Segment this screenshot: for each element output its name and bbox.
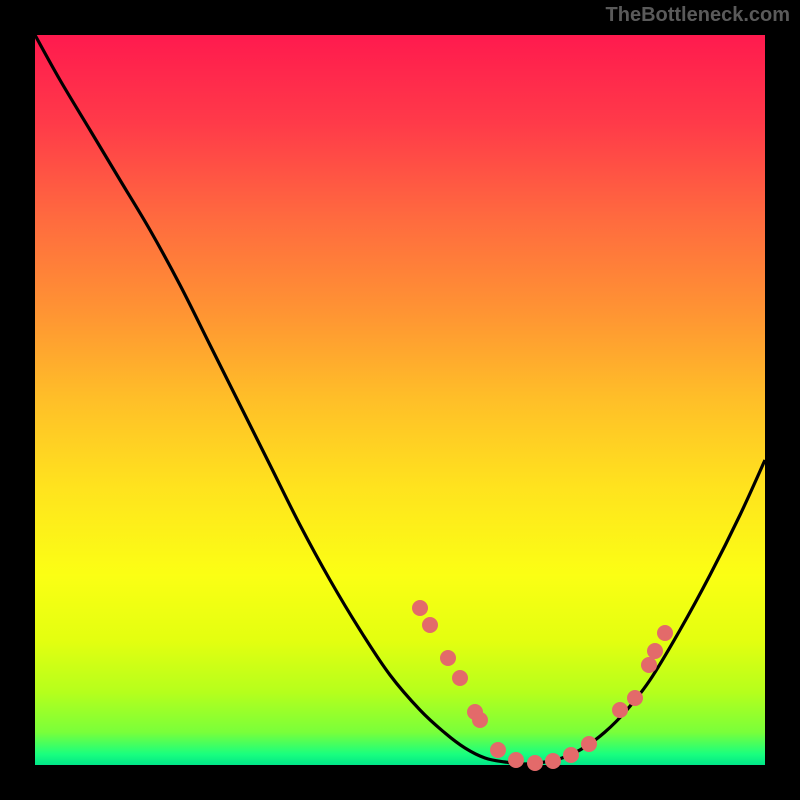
data-marker xyxy=(657,625,673,641)
chart-svg xyxy=(0,0,800,800)
data-marker xyxy=(527,755,543,771)
data-marker xyxy=(452,670,468,686)
data-marker xyxy=(545,753,561,769)
data-marker xyxy=(490,742,506,758)
data-marker xyxy=(508,752,524,768)
data-marker xyxy=(472,712,488,728)
data-marker xyxy=(647,643,663,659)
data-marker xyxy=(422,617,438,633)
data-marker xyxy=(412,600,428,616)
data-marker xyxy=(612,702,628,718)
data-marker xyxy=(627,690,643,706)
data-marker xyxy=(641,657,657,673)
data-marker xyxy=(563,747,579,763)
data-marker xyxy=(581,736,597,752)
bottleneck-chart xyxy=(0,0,800,800)
data-marker xyxy=(440,650,456,666)
watermark-text: TheBottleneck.com xyxy=(606,4,790,27)
